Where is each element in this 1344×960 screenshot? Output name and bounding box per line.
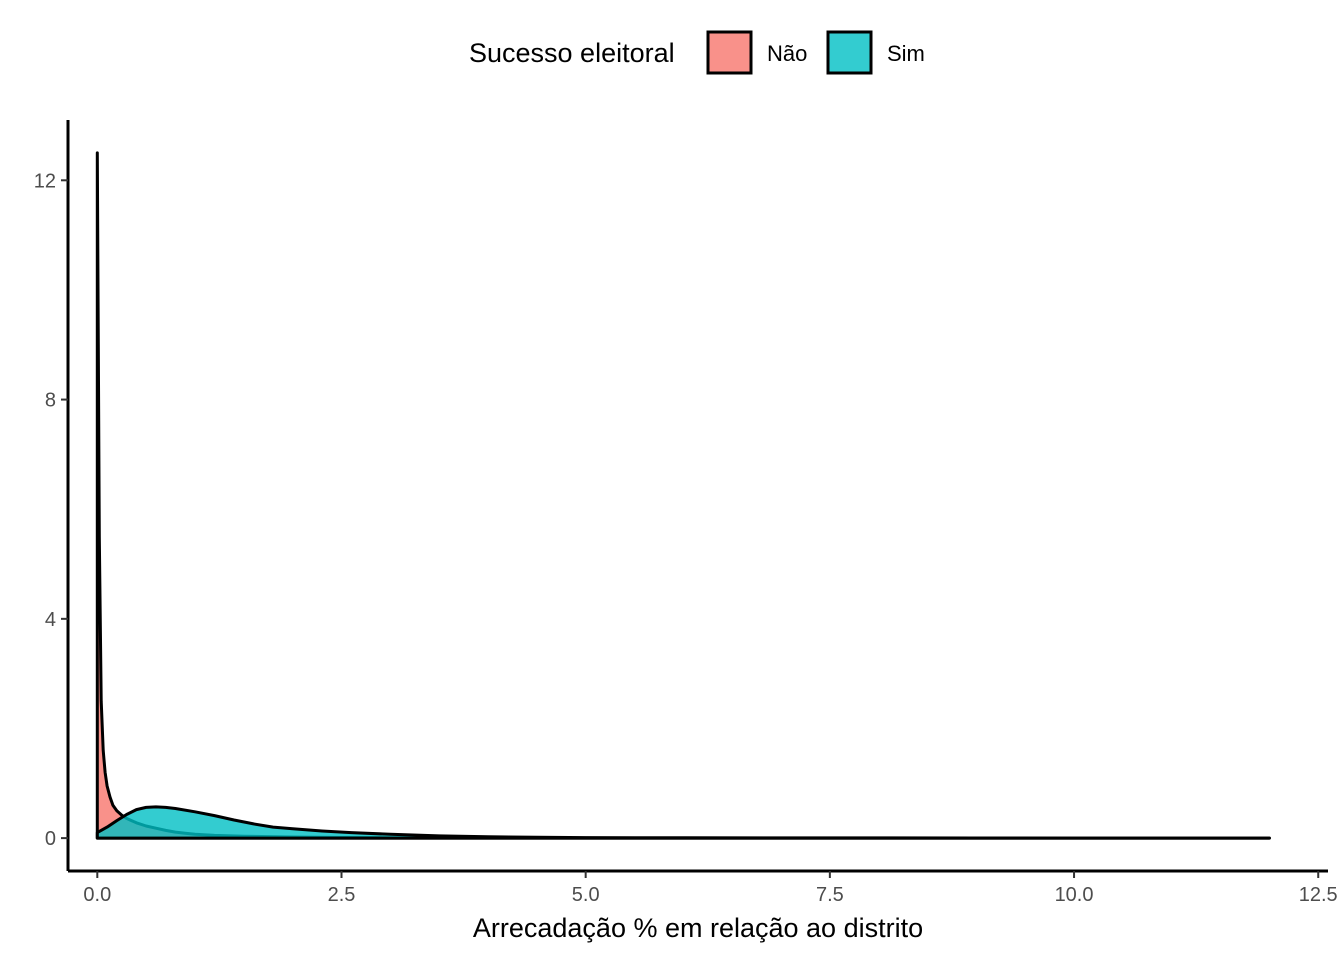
legend-key-nao: [706, 30, 753, 75]
x-tick-label: 2.5: [328, 884, 356, 906]
x-axis-title: Arrecadação % em relação ao distrito: [473, 913, 923, 943]
y-ticks: 0 4 8 12: [34, 170, 68, 850]
legend-label-nao: Não: [767, 41, 807, 66]
y-tick-label: 8: [45, 390, 56, 412]
legend-label-sim: Sim: [887, 41, 925, 66]
x-tick-label: 0.0: [83, 884, 111, 906]
x-tick-label: 10.0: [1055, 884, 1094, 906]
y-tick-label: 0: [45, 828, 56, 850]
x-tick-label: 5.0: [572, 884, 600, 906]
legend-key-sim: [826, 30, 873, 75]
x-ticks: 0.0 2.5 5.0 7.5 10.0 12.5: [83, 871, 1338, 906]
legend-title: Sucesso eleitoral: [469, 38, 675, 68]
legend: Sucesso eleitoral Não Sim: [469, 30, 925, 75]
series-layer: [95, 151, 1271, 840]
density-area-nao: [95, 151, 1271, 840]
y-tick-label: 12: [34, 170, 56, 192]
x-tick-label: 7.5: [816, 884, 844, 906]
x-tick-label: 12.5: [1299, 884, 1338, 906]
density-area-sim: [95, 805, 1271, 840]
y-tick-label: 4: [45, 609, 56, 631]
